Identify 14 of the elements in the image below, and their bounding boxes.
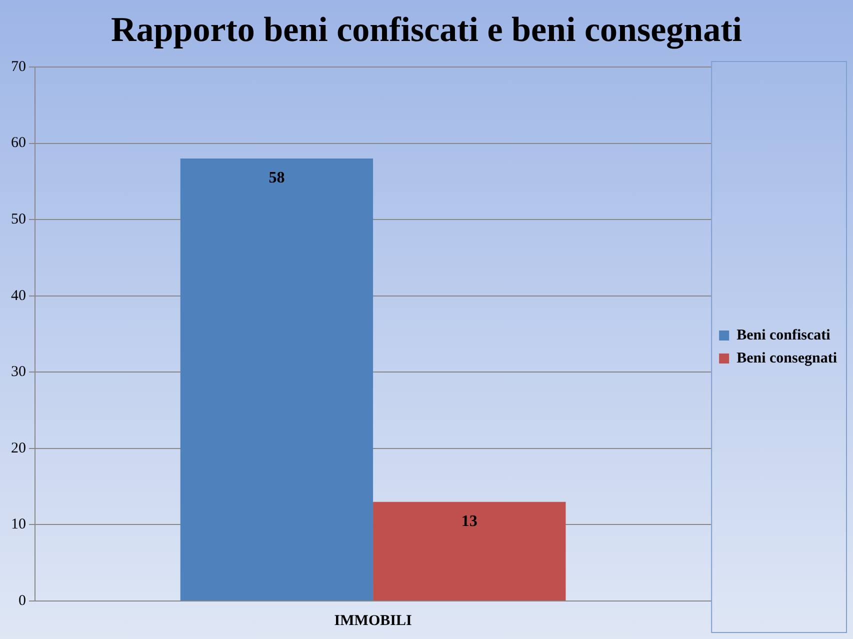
- y-tick-label: 40: [11, 288, 26, 304]
- y-tick-label: 0: [18, 592, 26, 609]
- y-tick-label: 20: [11, 440, 26, 456]
- x-tick-label: IMMOBILI: [334, 612, 412, 629]
- data-label: 13: [461, 512, 478, 530]
- y-tick-label: 50: [11, 212, 26, 228]
- y-tick-label: 60: [11, 135, 26, 152]
- legend-label: Beni consegnati: [736, 350, 838, 366]
- data-label: 58: [268, 170, 285, 187]
- chart-title: Rapporto beni confiscati e beni consegnati: [110, 10, 743, 50]
- y-tick-label: 10: [11, 516, 26, 533]
- y-tick-label: 70: [11, 58, 26, 75]
- y-tick-label: 30: [11, 364, 26, 380]
- legend-label: Beni confiscati: [736, 327, 830, 344]
